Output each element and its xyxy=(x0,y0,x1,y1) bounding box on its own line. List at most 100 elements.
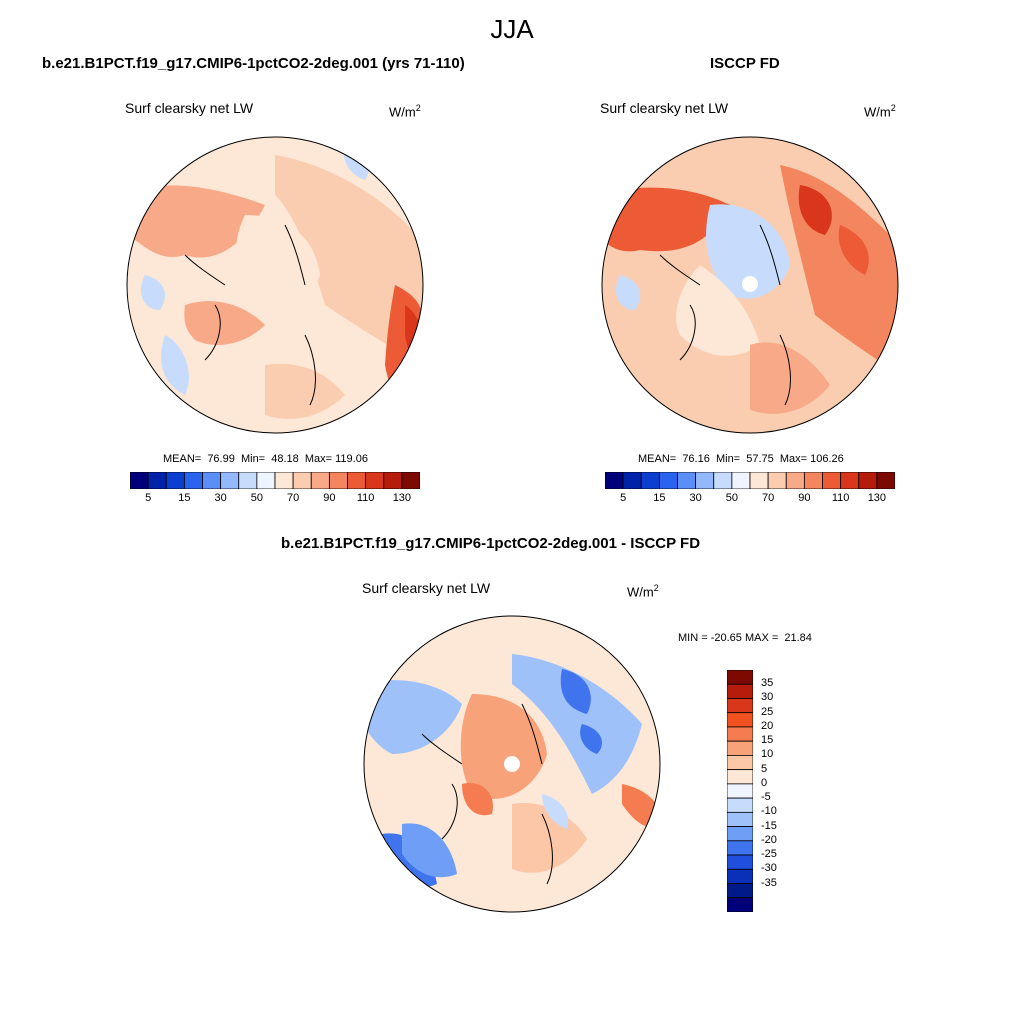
colorbar-box xyxy=(727,712,753,728)
colorbar-box xyxy=(347,472,367,489)
colorbar-tick-label: 10 xyxy=(761,748,774,761)
colorbar-tick-label: 5 xyxy=(145,492,152,504)
colorbar-box xyxy=(727,783,753,799)
colorbar-box xyxy=(749,472,769,489)
colorbar-box xyxy=(401,472,420,489)
colorbar-tick-label: 70 xyxy=(762,492,775,504)
panel-2-variable: Surf clearsky net LW xyxy=(600,100,729,116)
colorbar-box xyxy=(727,854,753,870)
panel-3-variable: Surf clearsky net LW xyxy=(362,580,491,596)
colorbar-box xyxy=(822,472,842,489)
panel-1-variable: Surf clearsky net LW xyxy=(125,100,254,116)
colorbar-box xyxy=(713,472,733,489)
colorbar-box xyxy=(238,472,258,489)
colorbar-tick-label: -20 xyxy=(761,833,777,846)
colorbar-tick-label: -10 xyxy=(761,805,777,818)
colorbar-box xyxy=(727,840,753,856)
colorbar-box xyxy=(727,726,753,742)
colorbar-box xyxy=(274,472,294,489)
panel-1-stats: MEAN= 76.99 Min= 48.18 Max= 119.06 xyxy=(163,453,368,465)
colorbar-box xyxy=(256,472,276,489)
figure-title: JJA xyxy=(490,14,534,44)
colorbar-box xyxy=(147,472,167,489)
colorbar-box xyxy=(727,826,753,842)
colorbar-tick-label: 5 xyxy=(620,492,627,504)
panel-3-stats: MIN = -20.65 MAX = 21.84 xyxy=(678,632,812,644)
colorbar-box xyxy=(605,472,624,489)
colorbar-box xyxy=(310,472,330,489)
colorbar-tick-label: -15 xyxy=(761,819,777,832)
colorbar-box xyxy=(622,472,642,489)
colorbar-box xyxy=(383,472,403,489)
colorbar-box xyxy=(727,740,753,756)
panel-3-colorbar xyxy=(727,670,753,912)
colorbar-box xyxy=(365,472,385,489)
colorbar-box xyxy=(727,811,753,827)
colorbar-tick-label: 50 xyxy=(725,492,738,504)
colorbar-box xyxy=(727,698,753,714)
colorbar-tick-label: 110 xyxy=(356,492,375,504)
colorbar-box xyxy=(840,472,860,489)
colorbar-tick-label: 25 xyxy=(761,705,774,718)
colorbar-tick-label: -25 xyxy=(761,848,777,861)
panel-1-colorbar-labels: 5 15 30 50 70 90 110 130 xyxy=(130,492,420,508)
colorbar-box xyxy=(640,472,660,489)
colorbar-tick-label: 50 xyxy=(250,492,263,504)
colorbar-box xyxy=(727,755,753,771)
panel-2-stats: MEAN= 76.16 Min= 57.75 Max= 106.26 xyxy=(638,453,844,465)
colorbar-box xyxy=(183,472,203,489)
panel-2-colorbar xyxy=(605,472,895,489)
colorbar-box xyxy=(727,897,753,912)
panel-1-units: W/m2 xyxy=(389,103,421,120)
colorbar-box xyxy=(727,769,753,785)
panel-3-units: W/m2 xyxy=(627,583,659,600)
colorbar-tick-label: 30 xyxy=(761,691,774,704)
colorbar-tick-label: 110 xyxy=(831,492,850,504)
colorbar-box xyxy=(727,683,753,699)
colorbar-box xyxy=(695,472,715,489)
colorbar-tick-label: 90 xyxy=(798,492,811,504)
colorbar-box xyxy=(731,472,751,489)
colorbar-box xyxy=(727,868,753,884)
colorbar-tick-label: 90 xyxy=(323,492,336,504)
colorbar-box xyxy=(767,472,787,489)
colorbar-box xyxy=(658,472,678,489)
colorbar-tick-label: 35 xyxy=(761,677,774,690)
colorbar-box xyxy=(677,472,697,489)
colorbar-box xyxy=(220,472,240,489)
colorbar-tick-label: -30 xyxy=(761,862,777,875)
panel-3-map xyxy=(363,615,661,913)
colorbar-tick-label: -35 xyxy=(761,876,777,889)
colorbar-tick-label: 5 xyxy=(761,762,768,775)
colorbar-tick-label: 30 xyxy=(214,492,227,504)
colorbar-tick-label: 20 xyxy=(761,719,774,732)
colorbar-box xyxy=(858,472,878,489)
colorbar-tick-label: 15 xyxy=(653,492,666,504)
panel-2-map xyxy=(601,136,899,434)
colorbar-box xyxy=(727,670,753,685)
panel-2-title: ISCCP FD xyxy=(710,55,780,72)
panel-1-colorbar xyxy=(130,472,420,489)
panel-2-colorbar-labels: 5 15 30 50 70 90 110 130 xyxy=(605,492,895,508)
colorbar-tick-label: 30 xyxy=(689,492,702,504)
panel-1-title: b.e21.B1PCT.f19_g17.CMIP6-1pctCO2-2deg.0… xyxy=(42,55,465,72)
panel-3-colorbar-labels: 35 30 25 20 15 10 5 0 -5 -10 -15 -20 -25 -30 -35 xyxy=(757,670,797,912)
colorbar-box xyxy=(785,472,805,489)
colorbar-tick-label: 70 xyxy=(287,492,300,504)
panel-2-units: W/m2 xyxy=(864,103,896,120)
colorbar-tick-label: 130 xyxy=(867,492,887,504)
colorbar-box xyxy=(803,472,823,489)
colorbar-box xyxy=(727,797,753,813)
colorbar-tick-label: 0 xyxy=(761,776,768,789)
colorbar-box xyxy=(727,883,753,899)
colorbar-box xyxy=(202,472,222,489)
colorbar-tick-label: 130 xyxy=(392,492,412,504)
colorbar-box xyxy=(876,472,895,489)
colorbar-tick-label: 15 xyxy=(761,734,774,747)
colorbar-tick-label: 15 xyxy=(178,492,191,504)
panel-3-title: b.e21.B1PCT.f19_g17.CMIP6-1pctCO2-2deg.0… xyxy=(281,535,701,552)
colorbar-box xyxy=(130,472,149,489)
colorbar-box xyxy=(165,472,185,489)
colorbar-box xyxy=(292,472,312,489)
colorbar-box xyxy=(328,472,348,489)
